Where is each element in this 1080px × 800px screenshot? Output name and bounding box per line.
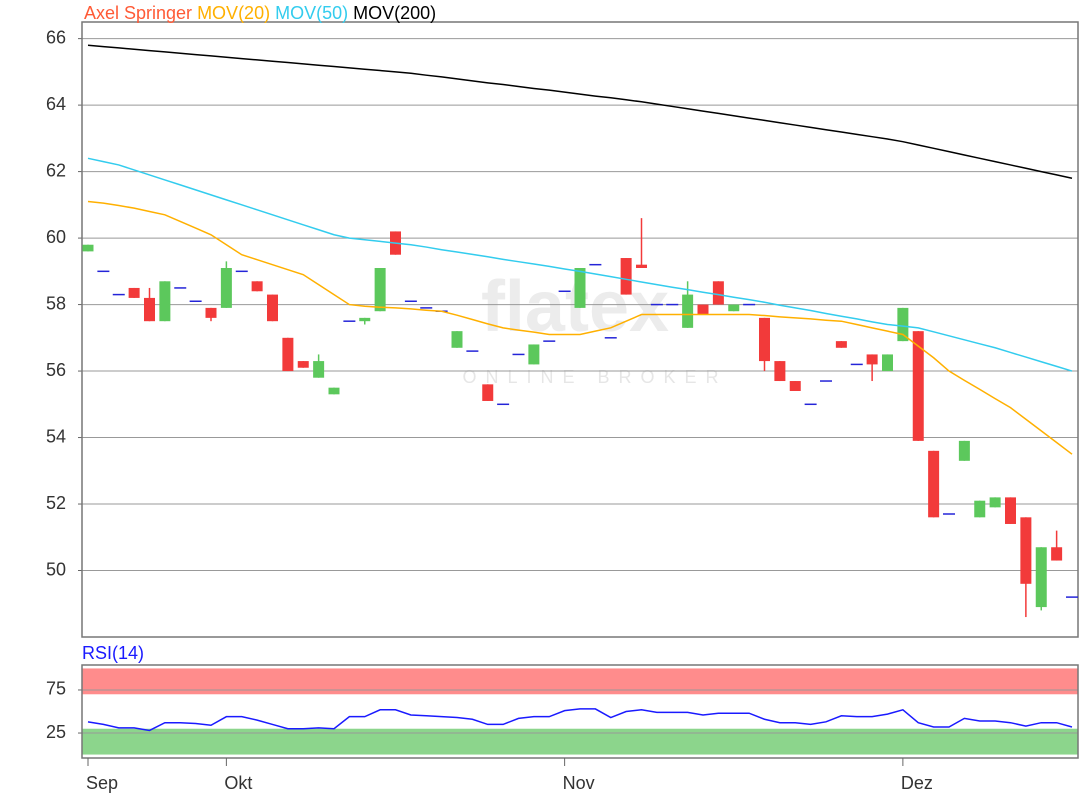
watermark-tagline: ONLINE BROKER — [462, 367, 727, 387]
candle-body — [1005, 497, 1016, 524]
y-tick-label: 60 — [46, 227, 66, 247]
candle-body — [374, 268, 386, 312]
x-tick-label: Dez — [901, 773, 933, 793]
candle-body — [974, 500, 986, 518]
candle-body — [774, 361, 786, 382]
series-line — [87, 157, 1073, 372]
y-tick-label: 64 — [46, 94, 66, 114]
candle-body — [866, 354, 878, 365]
y-tick-label: 54 — [46, 426, 66, 446]
candle-body — [897, 307, 909, 342]
candle-body — [159, 281, 171, 322]
candle-body — [682, 294, 694, 328]
candle-body — [528, 344, 540, 365]
y-tick-label: 75 — [46, 679, 66, 699]
series-line — [87, 44, 1073, 179]
candle-body — [958, 440, 970, 461]
candle-body — [220, 268, 232, 308]
legend-entry: MOV(20) — [197, 3, 270, 23]
candle-body — [313, 361, 325, 378]
candle-body — [205, 307, 217, 318]
y-tick-label: 62 — [46, 160, 66, 180]
candle-body — [912, 331, 924, 441]
legend-entry: RSI(14) — [82, 643, 144, 663]
x-tick-label: Nov — [563, 773, 595, 793]
candle-body — [128, 287, 140, 298]
candle-body — [282, 337, 294, 372]
candle-body — [728, 304, 740, 312]
y-tick-label: 58 — [46, 293, 66, 313]
candle-body — [1035, 547, 1047, 608]
candle-body — [451, 331, 463, 348]
candle-body — [267, 294, 278, 322]
candle-body — [574, 268, 586, 308]
y-tick-label: 56 — [46, 360, 66, 380]
plot-frame — [81, 21, 1079, 638]
candle-body — [82, 244, 94, 252]
y-tick-label: 52 — [46, 493, 66, 513]
candle-body — [144, 297, 155, 322]
x-tick-label: Sep — [86, 773, 118, 793]
candle-body — [835, 341, 847, 348]
x-tick-label: Okt — [224, 773, 252, 793]
candle-body — [328, 387, 340, 395]
candle-body — [928, 450, 940, 518]
legend-entry: MOV(50) — [275, 3, 348, 23]
candle-body — [789, 381, 801, 391]
y-tick-label: 66 — [46, 27, 66, 47]
candle-body — [251, 281, 263, 292]
y-tick-label: 50 — [46, 559, 66, 579]
candle-body — [636, 264, 647, 268]
candle-body — [989, 497, 1001, 508]
candle-body — [359, 317, 371, 322]
candle-body — [1020, 517, 1032, 584]
candle-body — [759, 317, 770, 362]
legend-entry: MOV(200) — [353, 3, 436, 23]
candle-body — [697, 304, 709, 315]
legend-entry: Axel Springer — [84, 3, 192, 23]
candle-body — [482, 384, 494, 401]
candle-body — [712, 281, 724, 305]
plot-frame — [81, 664, 1079, 759]
y-tick-label: 25 — [46, 722, 66, 742]
series-line — [87, 708, 1073, 732]
candle-body — [620, 258, 632, 295]
candle-body — [1051, 547, 1063, 561]
series-line — [87, 200, 1073, 455]
candle-body — [297, 361, 309, 368]
candle-body — [882, 354, 893, 372]
